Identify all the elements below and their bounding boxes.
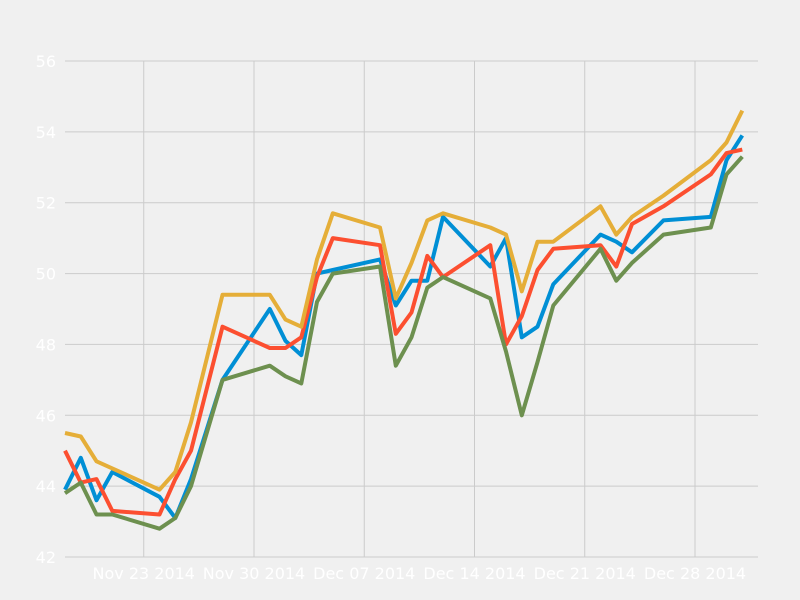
y-tick-label: 54 — [36, 123, 56, 142]
x-axis-ticks: Nov 23 2014 Nov 30 2014 Dec 07 2014 Dec 14 … — [93, 564, 747, 583]
x-tick-label: Dec 07 2014 — [313, 564, 415, 583]
x-tick-label: Dec 21 2014 — [534, 564, 636, 583]
y-tick-label: 50 — [36, 265, 56, 284]
x-tick-label: Dec 28 2014 — [644, 564, 746, 583]
series-line-2 — [63, 147, 743, 517]
grid — [65, 60, 758, 558]
y-tick-label: 44 — [36, 477, 56, 496]
x-tick-label: Nov 23 2014 — [93, 564, 195, 583]
y-tick-label: 48 — [36, 335, 56, 354]
series-line-4 — [63, 155, 744, 531]
y-tick-label: 46 — [36, 406, 56, 425]
y-axis-ticks: 42 44 46 48 50 52 54 56 — [36, 52, 56, 567]
y-tick-label: 42 — [36, 548, 56, 567]
y-tick-label: 52 — [36, 194, 56, 213]
series-group — [63, 109, 745, 531]
x-tick-label: Nov 30 2014 — [203, 564, 305, 583]
series-line-3 — [64, 109, 745, 492]
series-line-1 — [63, 134, 744, 520]
x-tick-label: Dec 14 2014 — [423, 564, 525, 583]
y-tick-label: 56 — [36, 52, 56, 71]
